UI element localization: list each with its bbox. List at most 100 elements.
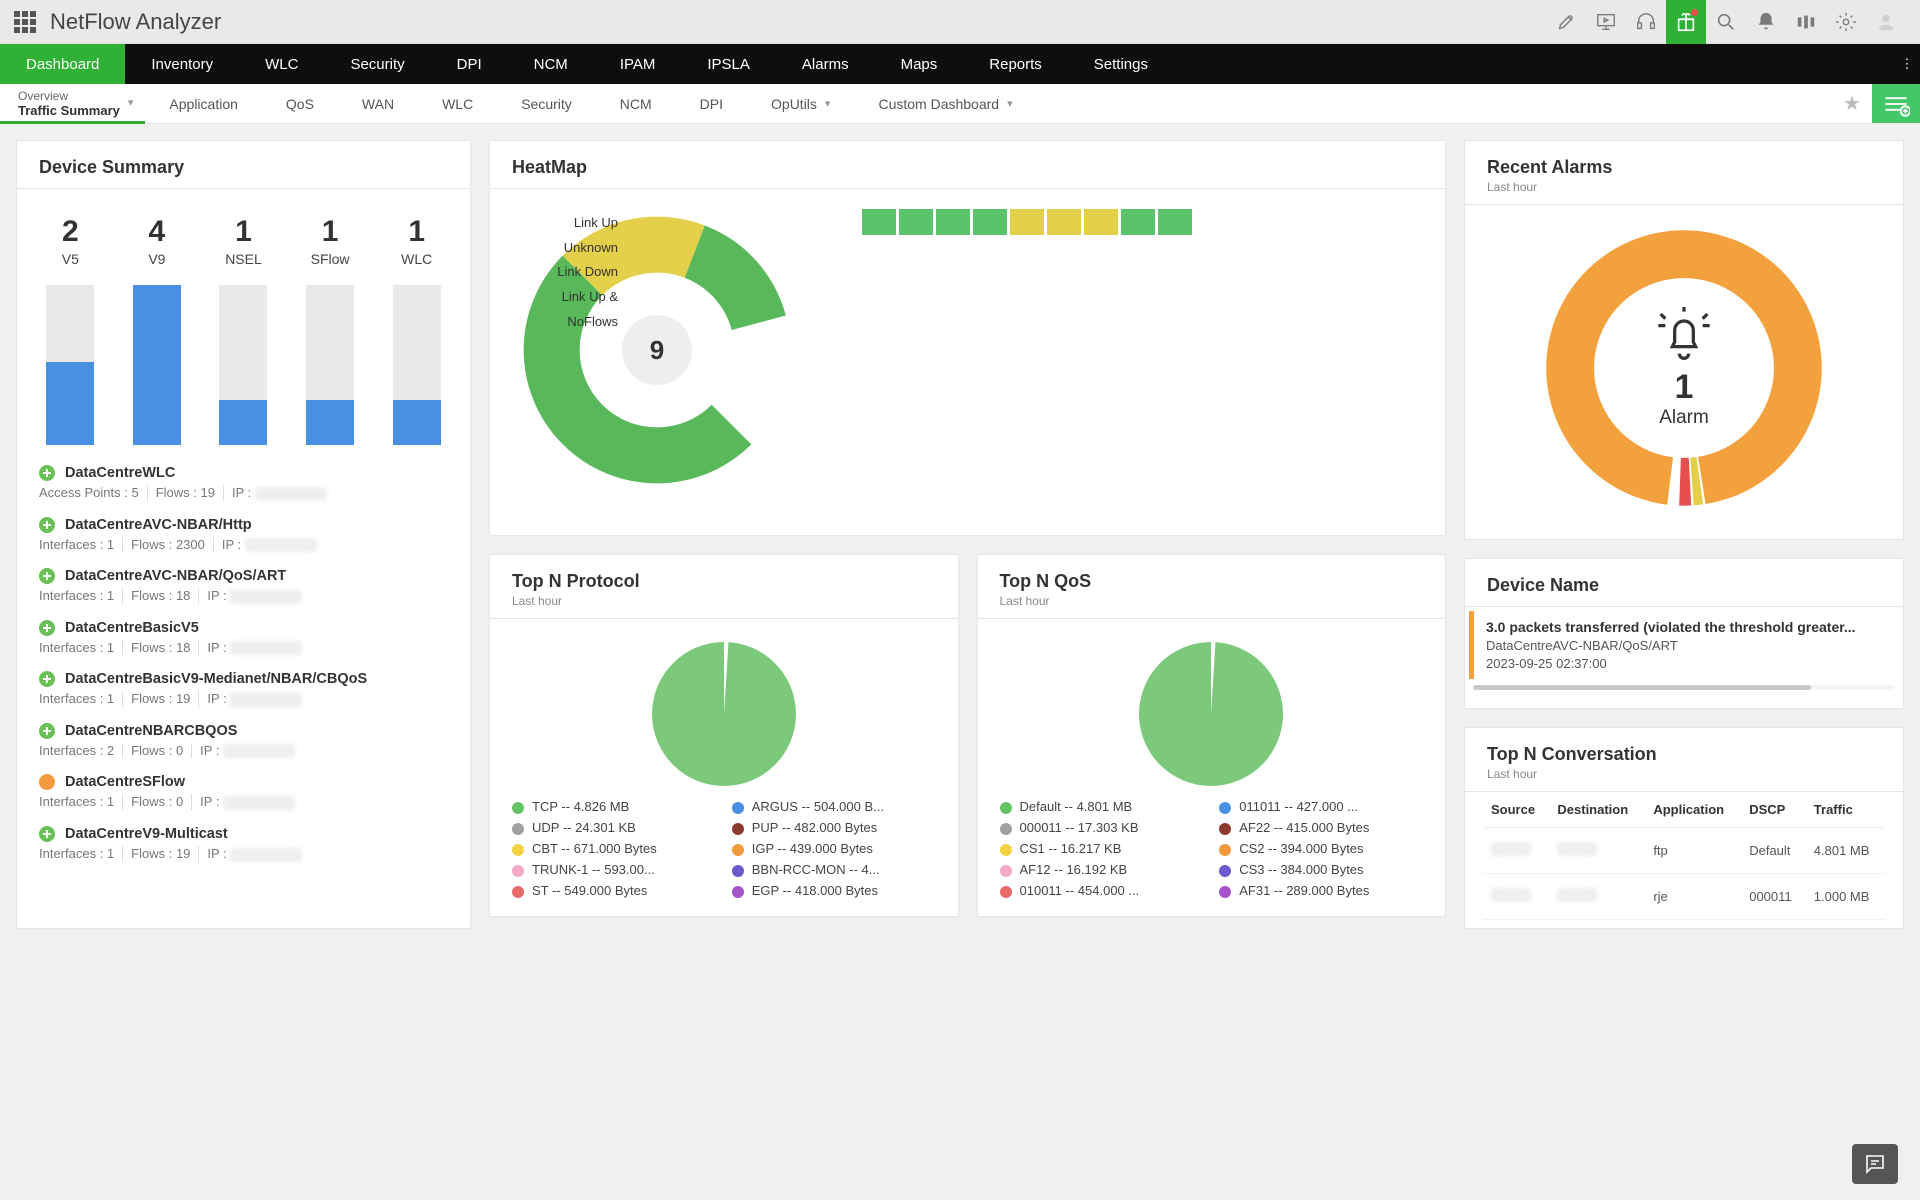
legend-item: ST -- 549.000 Bytes	[512, 883, 716, 898]
rocket-icon[interactable]	[1546, 0, 1586, 44]
status-dot-icon	[39, 774, 55, 790]
mainnav-dpi[interactable]: DPI	[431, 44, 508, 84]
mainnav-reports[interactable]: Reports	[963, 44, 1068, 84]
top-qos-panel: Top N QoS Last hour Default -- 4.801 MB0…	[977, 554, 1447, 917]
top-qos-title: Top N QoS	[1000, 571, 1424, 592]
device-list-item[interactable]: DataCentreBasicV5Interfaces : 1Flows : 1…	[39, 610, 448, 662]
legend-item: CS1 -- 16.217 KB	[1000, 841, 1204, 856]
mainnav-dashboard[interactable]: Dashboard	[0, 44, 125, 84]
apps-grid-icon[interactable]	[14, 11, 36, 33]
alarm-bell-icon	[1656, 307, 1712, 363]
device-list-item[interactable]: DataCentreNBARCBQOSInterfaces : 2Flows :…	[39, 713, 448, 765]
mainnav-security[interactable]: Security	[324, 44, 430, 84]
device-name: DataCentreWLC	[65, 465, 175, 481]
gear-icon[interactable]	[1826, 0, 1866, 44]
add-dashboard-button[interactable]	[1872, 84, 1920, 123]
search-icon[interactable]	[1706, 0, 1746, 44]
gift-icon[interactable]	[1666, 0, 1706, 44]
mainnav-alarms[interactable]: Alarms	[776, 44, 875, 84]
more-vert-icon[interactable]: ⋮	[1894, 44, 1920, 84]
table-row[interactable]: rje0000111.000 MB	[1483, 874, 1885, 920]
table-header: DSCP	[1741, 792, 1806, 828]
favorite-star-icon[interactable]: ★	[1832, 84, 1872, 123]
subnav-qos[interactable]: QoS	[262, 84, 338, 123]
legend-item: AF12 -- 16.192 KB	[1000, 862, 1204, 877]
bell-icon[interactable]	[1746, 0, 1786, 44]
recent-alarms-title: Recent Alarms	[1487, 157, 1881, 178]
legend-item: CBT -- 671.000 Bytes	[512, 841, 716, 856]
device-list-item[interactable]: DataCentreAVC-NBAR/QoS/ARTInterfaces : 1…	[39, 558, 448, 610]
presentation-icon[interactable]	[1586, 0, 1626, 44]
chat-fab-icon[interactable]	[1852, 1144, 1898, 1184]
widgets-icon[interactable]	[1786, 0, 1826, 44]
device-list-item[interactable]: DataCentreWLCAccess Points : 5Flows : 19…	[39, 455, 448, 507]
device-bar-nsel	[219, 285, 267, 445]
subnav-overview-l2: Traffic Summary	[18, 103, 120, 119]
scrollbar[interactable]	[1473, 685, 1895, 690]
alarm-detail-item[interactable]: 3.0 packets transferred (violated the th…	[1469, 611, 1899, 679]
status-dot-icon	[39, 723, 55, 739]
device-meta: Interfaces : 1Flows : 19IP :	[39, 691, 448, 707]
subnav-security[interactable]: Security	[497, 84, 596, 123]
heatmap-grid	[862, 209, 1192, 495]
heatmap-cell[interactable]	[862, 209, 896, 235]
top-conversation-panel: Top N Conversation Last hour SourceDesti…	[1464, 727, 1904, 929]
mainnav-maps[interactable]: Maps	[875, 44, 964, 84]
brand-title: NetFlow Analyzer	[50, 9, 221, 35]
device-name: DataCentreBasicV9-Medianet/NBAR/CBQoS	[65, 671, 367, 687]
main-nav: DashboardInventoryWLCSecurityDPINCMIPAMI…	[0, 44, 1920, 84]
device-list-item[interactable]: DataCentreAVC-NBAR/HttpInterfaces : 1Flo…	[39, 507, 448, 559]
legend-item: IGP -- 439.000 Bytes	[732, 841, 936, 856]
legend-item: CS3 -- 384.000 Bytes	[1219, 862, 1423, 877]
device-name: DataCentreNBARCBQOS	[65, 723, 237, 739]
top-protocol-title: Top N Protocol	[512, 571, 936, 592]
heatmap-cell[interactable]	[1121, 209, 1155, 235]
recent-alarms-sub: Last hour	[1487, 180, 1881, 194]
legend-item: AF31 -- 289.000 Bytes	[1219, 883, 1423, 898]
device-list-item[interactable]: DataCentreBasicV9-Medianet/NBAR/CBQoS Int…	[39, 661, 448, 713]
heatmap-panel: HeatMap Link UpUnknownLink DownLink Up &…	[489, 140, 1446, 536]
subnav-ncm[interactable]: NCM	[596, 84, 676, 123]
subnav-custom-dashboard[interactable]: Custom Dashboard▾	[854, 84, 1036, 123]
mainnav-inventory[interactable]: Inventory	[125, 44, 239, 84]
mainnav-settings[interactable]: Settings	[1068, 44, 1174, 84]
device-list-item[interactable]: DataCentreSFlowInterfaces : 1Flows : 0IP…	[39, 764, 448, 816]
device-meta: Interfaces : 1Flows : 2300IP :	[39, 537, 448, 553]
status-dot-icon	[39, 826, 55, 842]
subnav-wlc[interactable]: WLC	[418, 84, 497, 123]
subnav-oputils[interactable]: OpUtils▾	[747, 84, 854, 123]
device-name-panel: Device Name 3.0 packets transferred (vio…	[1464, 558, 1904, 709]
subnav-wan[interactable]: WAN	[338, 84, 418, 123]
top-protocol-legend: TCP -- 4.826 MBARGUS -- 504.000 B...UDP …	[490, 799, 958, 916]
avatar-icon[interactable]	[1866, 0, 1906, 44]
subnav-dpi[interactable]: DPI	[676, 84, 747, 123]
legend-item: PUP -- 482.000 Bytes	[732, 820, 936, 835]
heatmap-cell[interactable]	[1047, 209, 1081, 235]
legend-item: 010011 -- 454.000 ...	[1000, 883, 1204, 898]
chevron-down-icon: ▾	[825, 97, 831, 110]
heatmap-cell[interactable]	[1010, 209, 1044, 235]
mainnav-wlc[interactable]: WLC	[239, 44, 324, 84]
legend-item: 011011 -- 427.000 ...	[1219, 799, 1423, 814]
subnav-overview[interactable]: Overview Traffic Summary ▾	[0, 84, 145, 123]
status-dot-icon	[39, 517, 55, 533]
mainnav-ipsla[interactable]: IPSLA	[681, 44, 776, 84]
heatmap-cell[interactable]	[1158, 209, 1192, 235]
table-header: Traffic	[1806, 792, 1885, 828]
top-protocol-sub: Last hour	[512, 594, 936, 608]
heatmap-cell[interactable]	[1084, 209, 1118, 235]
table-row[interactable]: ftpDefault4.801 MB	[1483, 828, 1885, 874]
status-dot-icon	[39, 568, 55, 584]
heatmap-cell[interactable]	[973, 209, 1007, 235]
heatmap-cell[interactable]	[899, 209, 933, 235]
device-list-item[interactable]: DataCentreV9-MulticastInterfaces : 1Flow…	[39, 816, 448, 868]
mainnav-ncm[interactable]: NCM	[508, 44, 594, 84]
heatmap-cell[interactable]	[936, 209, 970, 235]
table-header: Destination	[1549, 792, 1645, 828]
device-count-nsel: 1NSEL	[203, 215, 283, 267]
legend-item: Default -- 4.801 MB	[1000, 799, 1204, 814]
subnav-application[interactable]: Application	[145, 84, 262, 123]
mainnav-ipam[interactable]: IPAM	[594, 44, 682, 84]
legend-item: CS2 -- 394.000 Bytes	[1219, 841, 1423, 856]
headset-icon[interactable]	[1626, 0, 1666, 44]
